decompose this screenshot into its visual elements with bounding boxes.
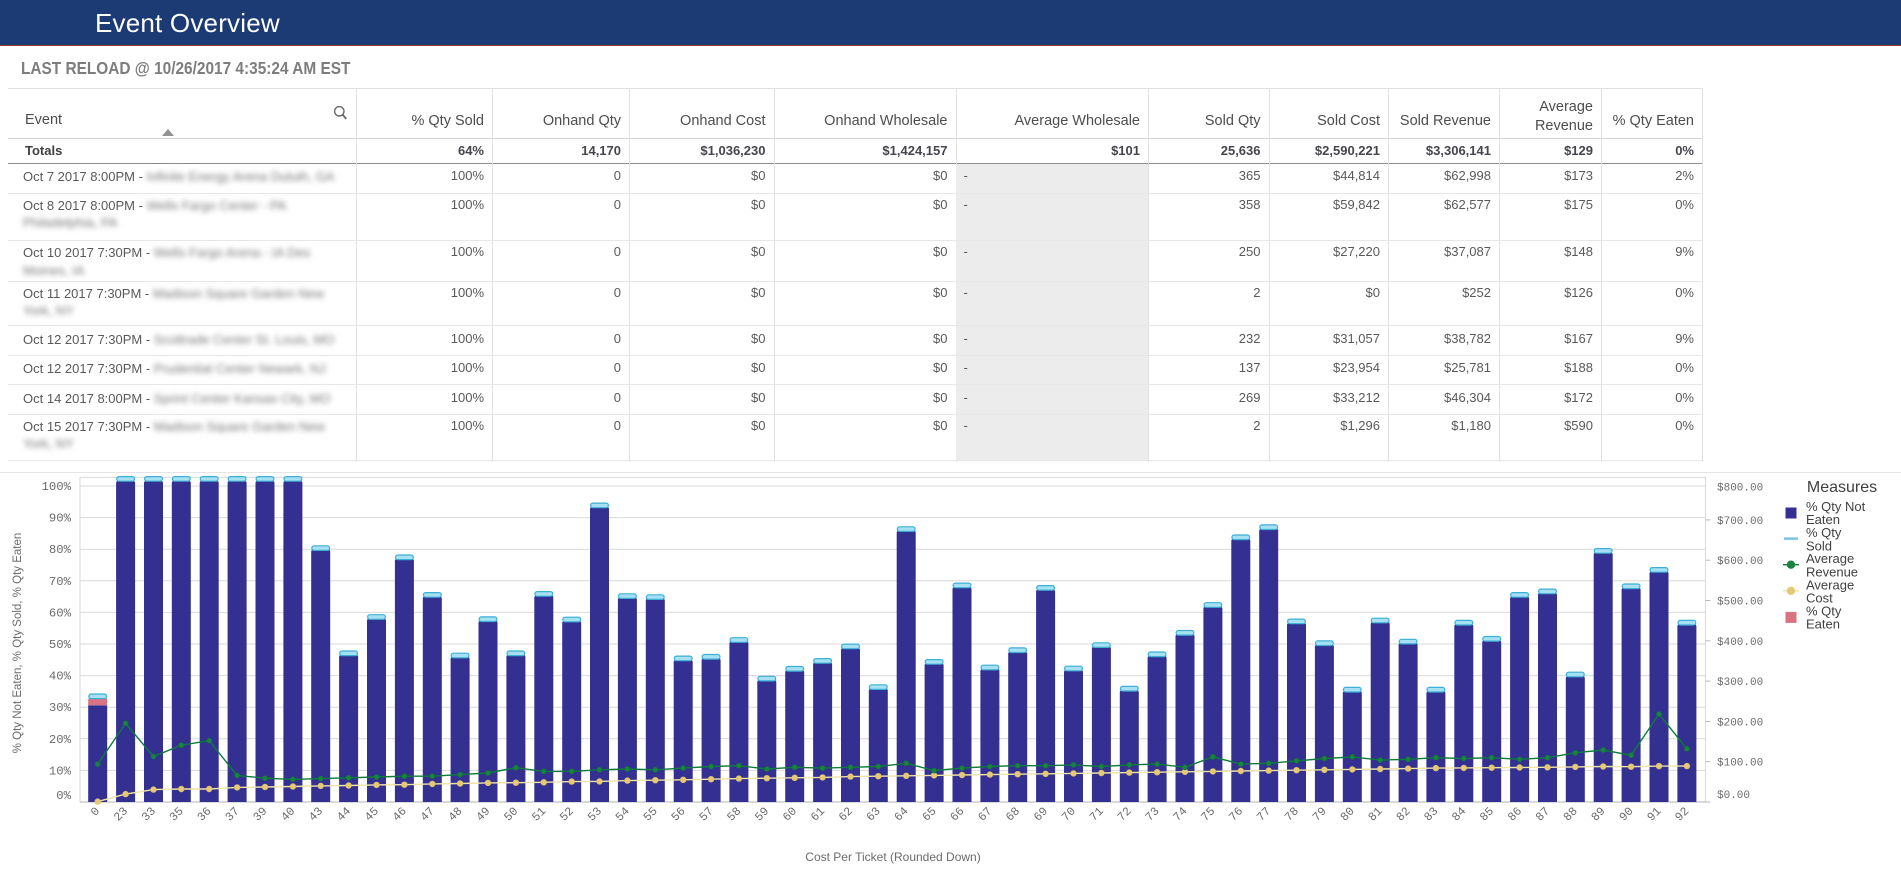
- svg-text:61: 61: [808, 804, 828, 824]
- svg-text:0: 0: [88, 804, 103, 819]
- svg-text:0%: 0%: [56, 789, 71, 803]
- svg-text:$100.00: $100.00: [1717, 758, 1763, 770]
- svg-text:23: 23: [111, 804, 131, 824]
- svg-text:39: 39: [250, 804, 270, 824]
- svg-text:54: 54: [613, 804, 633, 824]
- svg-text:91: 91: [1644, 804, 1664, 824]
- svg-text:$400.00: $400.00: [1717, 637, 1763, 649]
- svg-text:37: 37: [223, 804, 243, 824]
- svg-text:90: 90: [1617, 804, 1637, 824]
- svg-text:72: 72: [1115, 804, 1135, 824]
- svg-text:58: 58: [724, 804, 744, 824]
- svg-text:$300.00: $300.00: [1717, 677, 1763, 689]
- svg-text:Average: Average: [1806, 551, 1854, 566]
- svg-text:44: 44: [334, 804, 354, 824]
- svg-text:82: 82: [1394, 804, 1414, 824]
- svg-text:88: 88: [1561, 804, 1581, 824]
- svg-text:86: 86: [1505, 804, 1525, 824]
- svg-text:48: 48: [446, 804, 466, 824]
- svg-text:60: 60: [780, 804, 800, 824]
- svg-text:52: 52: [557, 804, 577, 824]
- svg-text:Measures: Measures: [1807, 479, 1877, 496]
- svg-text:Revenue: Revenue: [1806, 564, 1858, 579]
- svg-text:92: 92: [1672, 804, 1692, 824]
- svg-text:49: 49: [473, 804, 493, 824]
- svg-text:66: 66: [947, 804, 967, 824]
- svg-text:33: 33: [139, 804, 159, 824]
- svg-text:64: 64: [892, 804, 912, 824]
- svg-text:56: 56: [669, 804, 689, 824]
- svg-text:51: 51: [529, 804, 549, 824]
- svg-text:69: 69: [1031, 804, 1051, 824]
- svg-text:% Qty: % Qty: [1806, 603, 1842, 618]
- svg-text:76: 76: [1226, 804, 1246, 824]
- svg-text:46: 46: [390, 804, 410, 824]
- svg-text:% Qty: % Qty: [1806, 525, 1842, 540]
- svg-text:30%: 30%: [49, 701, 72, 715]
- svg-text:75: 75: [1198, 804, 1218, 824]
- svg-text:50%: 50%: [49, 638, 72, 652]
- svg-text:Average: Average: [1806, 577, 1854, 592]
- svg-text:$700.00: $700.00: [1717, 516, 1763, 528]
- svg-text:% Qty Not: % Qty Not: [1806, 499, 1866, 514]
- svg-text:68: 68: [1003, 804, 1023, 824]
- svg-text:90%: 90%: [49, 512, 72, 526]
- svg-text:87: 87: [1533, 804, 1553, 824]
- svg-text:53: 53: [585, 804, 605, 824]
- svg-text:71: 71: [1087, 804, 1107, 824]
- svg-text:77: 77: [1254, 804, 1274, 824]
- svg-text:$0.00: $0.00: [1717, 790, 1750, 802]
- svg-text:10%: 10%: [49, 764, 72, 778]
- svg-text:35: 35: [167, 804, 187, 824]
- svg-text:$500.00: $500.00: [1717, 597, 1763, 609]
- svg-text:65: 65: [920, 804, 940, 824]
- svg-text:Cost: Cost: [1806, 591, 1833, 606]
- svg-text:59: 59: [752, 804, 772, 824]
- svg-text:Eaten: Eaten: [1806, 512, 1840, 527]
- svg-text:Sold: Sold: [1806, 538, 1832, 553]
- svg-text:57: 57: [697, 804, 717, 824]
- svg-text:% Qty Not Eaten, % Qty Sold, %: % Qty Not Eaten, % Qty Sold, % Qty Eaten: [12, 533, 24, 754]
- svg-text:20%: 20%: [49, 733, 72, 747]
- svg-text:80: 80: [1338, 804, 1358, 824]
- svg-text:36: 36: [195, 804, 215, 824]
- svg-text:80%: 80%: [49, 543, 72, 557]
- svg-text:$200.00: $200.00: [1717, 717, 1763, 729]
- svg-text:70%: 70%: [49, 575, 72, 589]
- svg-text:40: 40: [278, 804, 298, 824]
- svg-text:89: 89: [1589, 804, 1609, 824]
- svg-text:47: 47: [418, 804, 438, 824]
- svg-text:74: 74: [1170, 804, 1190, 824]
- svg-text:$600.00: $600.00: [1717, 556, 1763, 568]
- svg-text:45: 45: [362, 804, 382, 824]
- svg-text:67: 67: [975, 804, 995, 824]
- svg-text:Eaten: Eaten: [1806, 617, 1840, 632]
- svg-text:40%: 40%: [49, 670, 72, 684]
- svg-text:50: 50: [501, 804, 521, 824]
- svg-text:60%: 60%: [49, 606, 72, 620]
- svg-text:63: 63: [864, 804, 884, 824]
- svg-text:73: 73: [1143, 804, 1163, 824]
- svg-text:84: 84: [1449, 804, 1469, 824]
- svg-text:Cost Per Ticket (Rounded Down): Cost Per Ticket (Rounded Down): [805, 850, 980, 864]
- svg-text:83: 83: [1421, 804, 1441, 824]
- svg-text:62: 62: [836, 804, 856, 824]
- svg-text:85: 85: [1477, 804, 1497, 824]
- svg-text:100%: 100%: [41, 480, 71, 494]
- svg-text:70: 70: [1059, 804, 1079, 824]
- svg-text:78: 78: [1282, 804, 1302, 824]
- svg-text:81: 81: [1366, 804, 1386, 824]
- svg-text:79: 79: [1310, 804, 1330, 824]
- svg-text:43: 43: [306, 804, 326, 824]
- svg-text:$800.00: $800.00: [1717, 483, 1763, 495]
- svg-text:55: 55: [641, 804, 661, 824]
